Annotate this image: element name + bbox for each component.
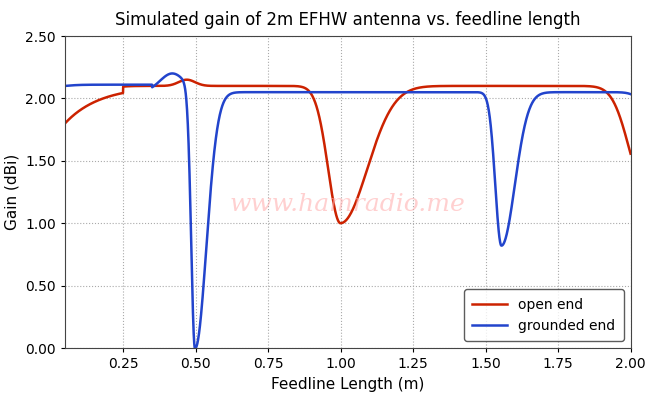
grounded end: [126, 82, 134, 87]
grounded end: [619, 90, 627, 95]
Y-axis label: Gain (dBi): Gain (dBi): [5, 154, 20, 230]
Line: open end: open end: [65, 80, 633, 223]
Line: grounded end: grounded end: [65, 74, 633, 348]
grounded end: [61, 84, 69, 88]
open end: [629, 161, 637, 166]
grounded end: [304, 90, 312, 94]
grounded end: [160, 75, 168, 80]
open end: [183, 77, 190, 82]
grounded end: [558, 90, 566, 94]
open end: [160, 84, 168, 88]
Title: Simulated gain of 2m EFHW antenna vs. feedline length: Simulated gain of 2m EFHW antenna vs. fe…: [115, 11, 580, 29]
open end: [558, 84, 566, 88]
open end: [619, 123, 627, 128]
Text: www.hamradio.me: www.hamradio.me: [230, 193, 465, 216]
open end: [61, 121, 69, 126]
open end: [280, 84, 287, 88]
grounded end: [629, 93, 637, 98]
open end: [337, 221, 344, 226]
X-axis label: Feedline Length (m): Feedline Length (m): [271, 376, 424, 392]
open end: [126, 84, 134, 88]
Legend: open end, grounded end: open end, grounded end: [464, 290, 623, 341]
open end: [304, 88, 312, 92]
grounded end: [280, 90, 287, 94]
grounded end: [168, 71, 176, 76]
grounded end: [191, 346, 199, 350]
